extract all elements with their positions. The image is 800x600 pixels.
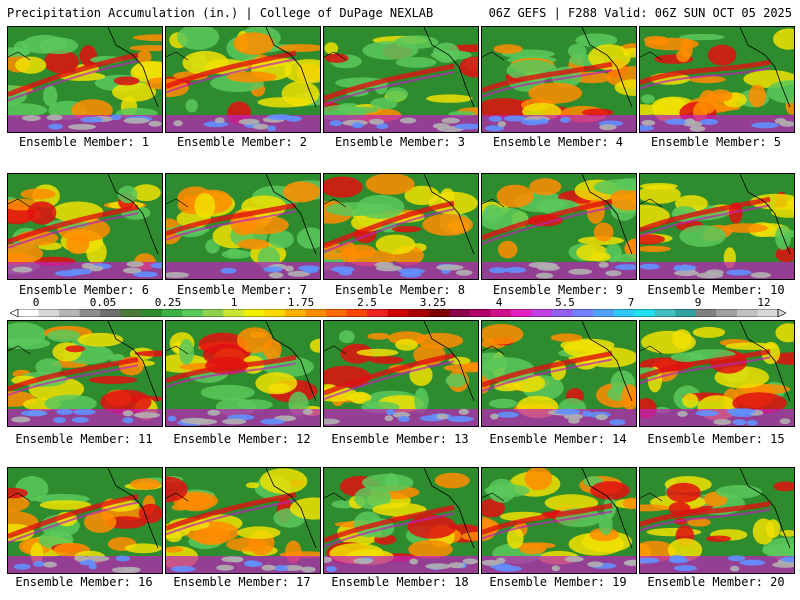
ensemble-member-map <box>7 173 163 280</box>
colorbar-swatch <box>510 309 532 317</box>
colorbar-swatch <box>305 309 327 317</box>
colorbar-tick-label: 7 <box>627 296 635 309</box>
colorbar-swatch <box>716 309 738 317</box>
ensemble-member-label: Ensemble Member: 1 <box>18 135 150 149</box>
colorbar-tick-label: 1 <box>230 296 238 309</box>
ensemble-member-map <box>323 467 479 574</box>
colorbar-swatch <box>449 309 471 317</box>
colorbar-swatch <box>675 309 697 317</box>
colorbar-swatch <box>243 309 265 317</box>
colorbar-tick-label: 9 <box>694 296 702 309</box>
ensemble-member-label: Ensemble Member: 19 <box>489 575 627 589</box>
ensemble-member-map <box>639 320 795 427</box>
colorbar-tick-label: 5.5 <box>555 296 575 309</box>
colorbar-swatch <box>202 309 224 317</box>
colorbar-swatch <box>634 309 656 317</box>
colorbar-swatch <box>757 309 779 317</box>
colorbar-swatch <box>285 309 306 317</box>
colorbar-swatch <box>326 309 347 317</box>
colorbar-swatch <box>695 309 717 317</box>
colorbar-swatch <box>408 309 430 317</box>
ensemble-member-label: Ensemble Member: 20 <box>647 575 785 589</box>
colorbar-swatch <box>79 309 101 317</box>
colorbar-swatch <box>120 309 142 317</box>
ensemble-member-map <box>165 26 321 133</box>
colorbar-tick-label: 2.5 <box>357 296 377 309</box>
ensemble-member-label: Ensemble Member: 6 <box>18 283 150 297</box>
ensemble-member-label: Ensemble Member: 11 <box>15 432 153 446</box>
ensemble-member-map <box>481 467 637 574</box>
colorbar-swatch <box>161 309 183 317</box>
colorbar-swatch <box>346 309 368 317</box>
colorbar-tick-label: 0.25 <box>154 296 182 309</box>
colorbar-tick-label: 1.75 <box>287 296 315 309</box>
colorbar-tick-label: 0.05 <box>89 296 117 309</box>
colorbar-swatch <box>531 309 553 317</box>
ensemble-member-map <box>323 173 479 280</box>
colorbar-swatch <box>654 309 676 317</box>
ensemble-member-label: Ensemble Member: 7 <box>176 283 308 297</box>
colorbar-swatch <box>593 309 614 317</box>
colorbar-tick-label: 3.25 <box>419 296 447 309</box>
ensemble-member-label: Ensemble Member: 5 <box>650 135 782 149</box>
colorbar-swatch <box>572 309 594 317</box>
model-run-info: 06Z GEFS | F288 Valid: 06Z SUN OCT 05 20… <box>488 6 792 20</box>
ensemble-member-map <box>7 26 163 133</box>
colorbar-tick-label: 4 <box>495 296 503 309</box>
ensemble-member-label: Ensemble Member: 2 <box>176 135 308 149</box>
ensemble-member-map <box>323 26 479 133</box>
ensemble-member-label: Ensemble Member: 16 <box>15 575 153 589</box>
colorbar-swatch <box>613 309 635 317</box>
ensemble-member-label: Ensemble Member: 18 <box>331 575 469 589</box>
ensemble-member-label: Ensemble Member: 12 <box>173 432 311 446</box>
ensemble-member-label: Ensemble Member: 13 <box>331 432 469 446</box>
map-title: Precipitation Accumulation (in.) | Colle… <box>7 6 434 20</box>
colorbar-swatch <box>469 309 491 317</box>
colorbar-swatch <box>428 309 450 317</box>
ensemble-member-label: Ensemble Member: 15 <box>647 432 785 446</box>
ensemble-member-label: Ensemble Member: 14 <box>489 432 627 446</box>
ensemble-member-label: Ensemble Member: 4 <box>492 135 624 149</box>
ensemble-member-map <box>639 173 795 280</box>
colorbar-swatch <box>490 309 512 317</box>
colorbar-swatch <box>100 309 121 317</box>
ensemble-member-map <box>7 467 163 574</box>
colorbar-swatch <box>736 309 758 317</box>
colorbar-swatch <box>18 309 39 317</box>
colorbar-swatch <box>182 309 204 317</box>
colorbar-swatch <box>367 309 389 317</box>
colorbar-swatch <box>264 309 286 317</box>
ensemble-member-label: Ensemble Member: 8 <box>334 283 466 297</box>
colorbar-swatch <box>59 309 80 317</box>
ensemble-member-map <box>639 26 795 133</box>
ensemble-member-map <box>639 467 795 574</box>
precip-colorbar <box>10 309 786 317</box>
colorbar-swatch <box>552 309 573 317</box>
colorbar-swatch <box>38 309 60 317</box>
ensemble-member-label: Ensemble Member: 9 <box>492 283 624 297</box>
colorbar-swatch <box>141 309 163 317</box>
ensemble-member-map <box>165 173 321 280</box>
ensemble-member-map <box>165 467 321 574</box>
ensemble-member-map <box>7 320 163 427</box>
colorbar-tick-label: 0 <box>32 296 40 309</box>
ensemble-member-label: Ensemble Member: 3 <box>334 135 466 149</box>
ensemble-member-map <box>323 320 479 427</box>
colorbar-tick-label: 12 <box>757 296 771 309</box>
colorbar-swatch <box>223 309 245 317</box>
ensemble-member-map <box>481 173 637 280</box>
ensemble-member-map <box>481 320 637 427</box>
ensemble-member-map <box>481 26 637 133</box>
ensemble-member-label: Ensemble Member: 17 <box>173 575 311 589</box>
ensemble-member-label: Ensemble Member: 10 <box>647 283 785 297</box>
ensemble-member-map <box>165 320 321 427</box>
colorbar-swatch <box>387 309 409 317</box>
